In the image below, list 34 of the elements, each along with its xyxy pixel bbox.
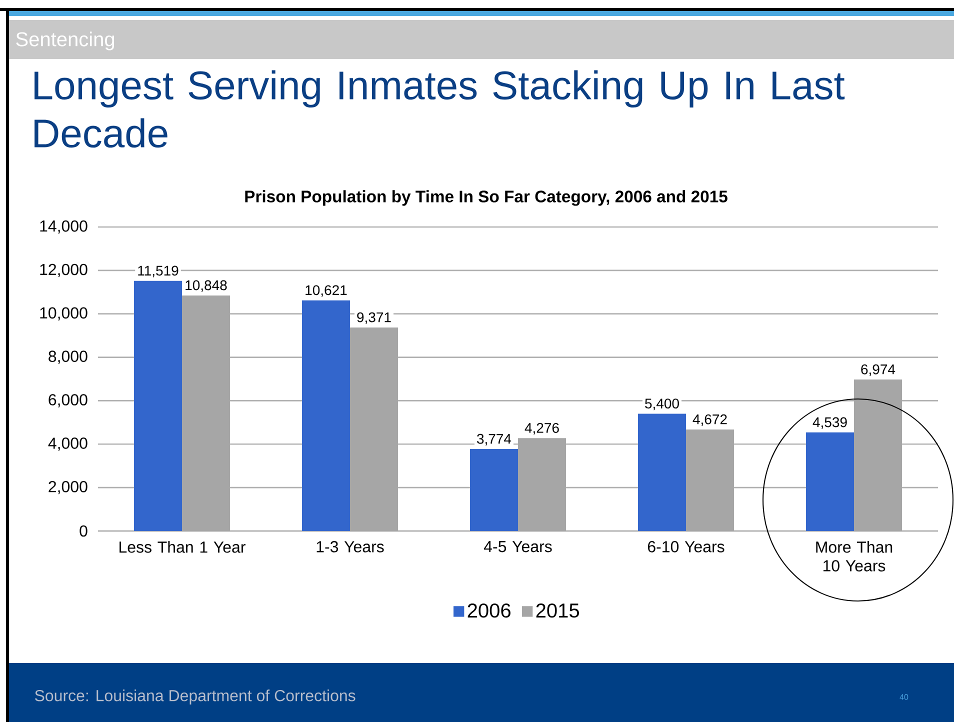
data-label: 4,672 [692, 414, 727, 426]
bar [302, 300, 350, 531]
data-label: 10,621 [306, 285, 347, 297]
source-note: Source: Louisiana Department of Corrections [35, 690, 356, 704]
x-tick-label: 6-10 Years [648, 541, 724, 552]
data-label: 11,519 [138, 266, 178, 278]
y-tick-label: 14,000 [40, 220, 88, 234]
data-label: 9,371 [357, 312, 391, 324]
legend-label: 2015 [536, 603, 579, 618]
data-label: 10,848 [186, 280, 227, 292]
x-tick-label: 4-5 Years [484, 541, 552, 552]
bar [134, 280, 182, 531]
legend-label: 2006 [468, 603, 510, 618]
y-tick-label: 4,000 [48, 438, 88, 451]
y-tick-label: 2,000 [48, 480, 88, 494]
x-tick-label: More Than 10 Years [816, 541, 892, 572]
data-label: 4,539 [812, 417, 847, 429]
y-tick-label: 12,000 [40, 264, 88, 278]
y-tick-label: 8,000 [48, 350, 88, 364]
bar [638, 414, 686, 531]
bar [470, 449, 518, 531]
data-label: 4,276 [524, 422, 559, 435]
y-tick-label: 6,000 [48, 394, 88, 408]
x-tick-label: 1-3 Years [316, 541, 384, 552]
data-label: 6,974 [861, 364, 896, 376]
chart-subtitle: Prison Population by Time In So Far Category, 2006 and 2015 [245, 190, 728, 206]
data-label: 5,400 [645, 398, 679, 410]
y-tick-label: 0 [80, 525, 88, 537]
bar [806, 432, 854, 531]
chart-title: Longest Serving Inmates Stacking Up In Last Decade [34, 70, 845, 148]
data-label: 3,774 [477, 434, 512, 446]
y-tick-label: 10,000 [40, 307, 88, 320]
x-tick-label: Less Than 1 Year [120, 541, 246, 553]
text: 40 [900, 694, 908, 700]
